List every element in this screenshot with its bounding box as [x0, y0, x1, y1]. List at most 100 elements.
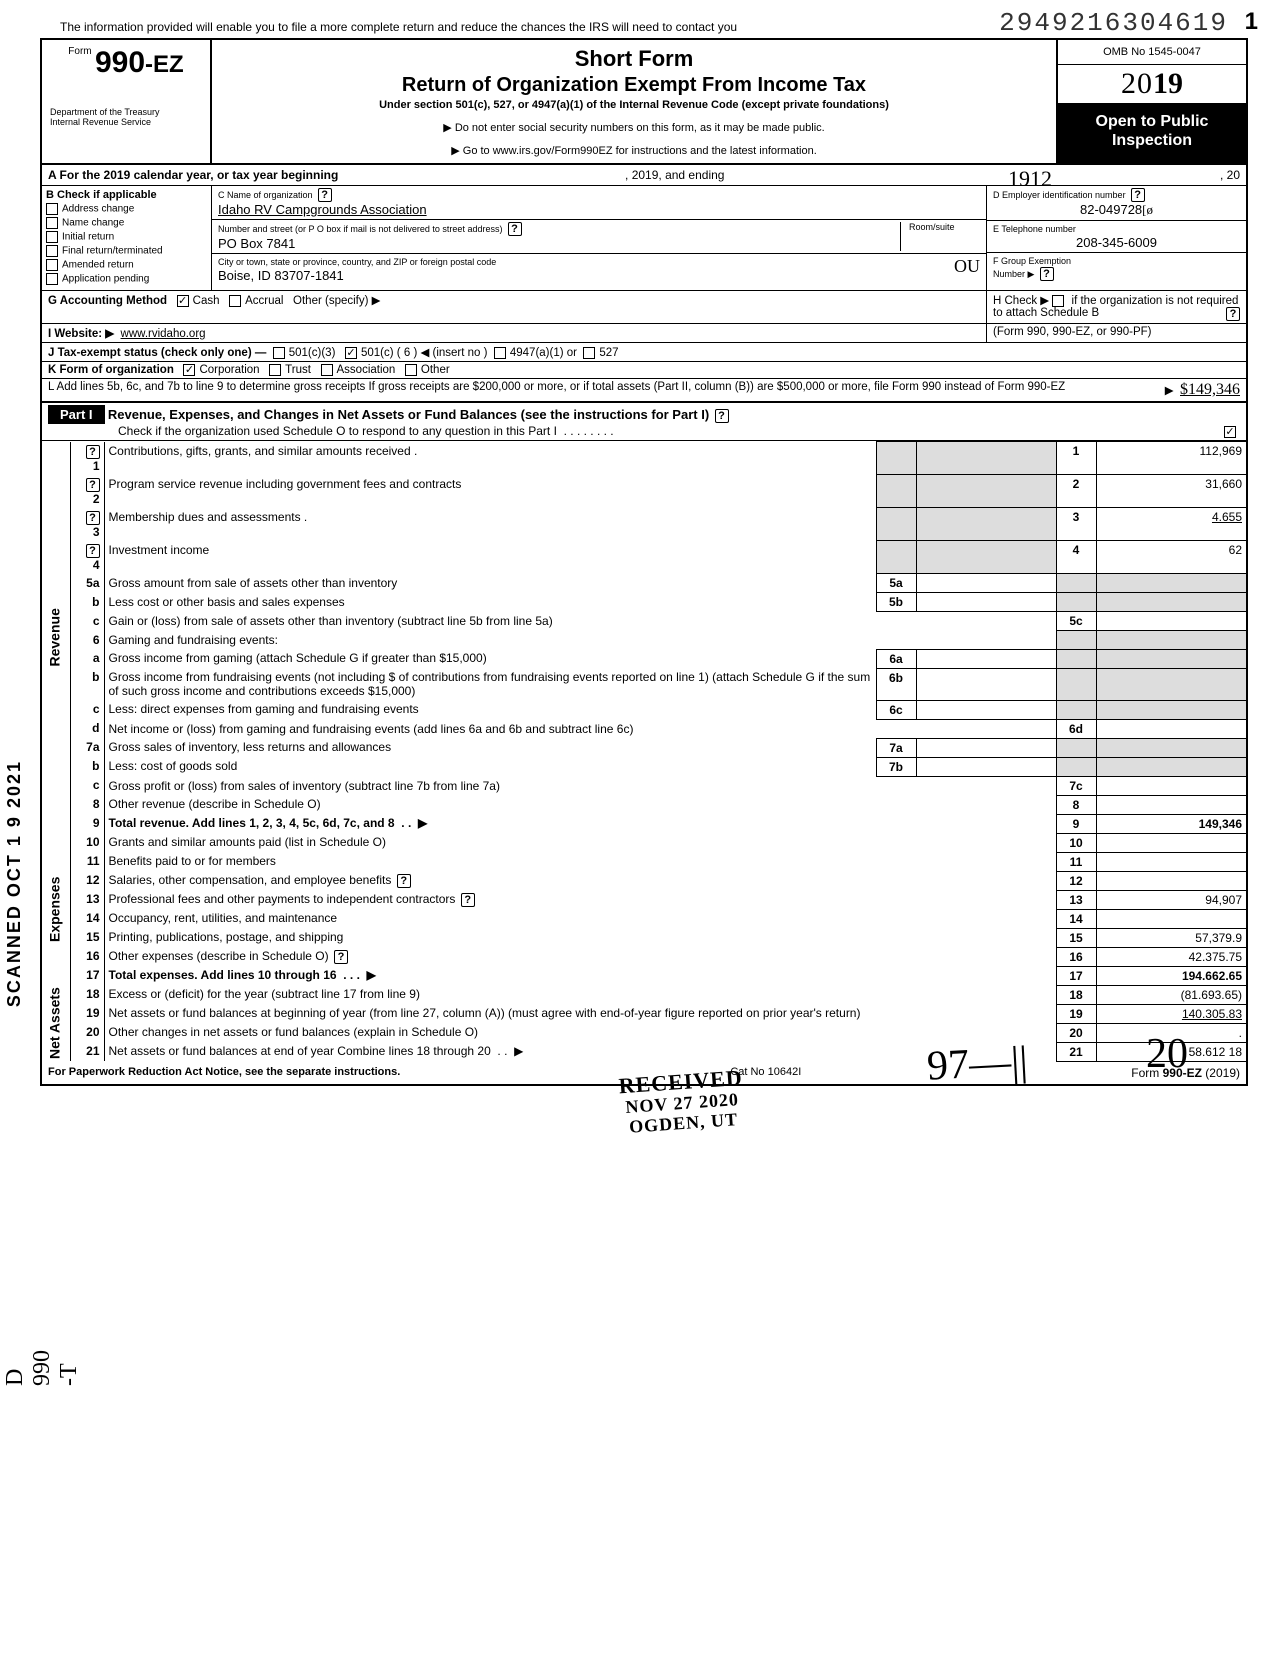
scanned-stamp: SCANNED OCT 1 9 2021 [4, 760, 25, 1007]
f-number-label: Number ▶ [993, 269, 1034, 279]
line-17-val: 194.662.65 [1096, 966, 1246, 985]
cat-no: Cat No 10642I [730, 1066, 801, 1080]
signature-scrawl-1: 97—|| [926, 1037, 1029, 1090]
tax-year: 2019 [1058, 65, 1246, 104]
h-line3: (Form 990, 990-EZ, or 990-PF) [986, 324, 1246, 342]
form-header: Form 990-EZ Department of the Treasury I… [42, 40, 1246, 165]
net-assets-side-label: Net Assets [42, 985, 70, 1061]
chk-trust[interactable] [269, 364, 281, 376]
form-word: Form [68, 46, 91, 57]
line-15-val: 57,379.9 [1096, 928, 1246, 947]
chk-schedule-o-part-i[interactable] [1224, 426, 1236, 438]
chk-initial-return[interactable] [46, 231, 58, 243]
instructions-url: ▶ Go to www.irs.gov/Form990EZ for instru… [224, 144, 1044, 157]
line-6b-val [916, 668, 1056, 700]
chk-address-change[interactable] [46, 203, 58, 215]
line-5c-val [1096, 612, 1246, 631]
line-8-val [1096, 795, 1246, 814]
row-i-website: I Website: ▶ www.rvidaho.org (Form 990, … [42, 324, 1246, 343]
line-10-desc: Grants and similar amounts paid (list in… [104, 833, 1056, 852]
ssn-warning: ▶ Do not enter social security numbers o… [224, 121, 1044, 134]
line-14-val [1096, 909, 1246, 928]
b-header: B Check if applicable [46, 189, 207, 201]
chk-app-pending[interactable] [46, 273, 58, 285]
chk-final-return[interactable] [46, 245, 58, 257]
chk-501c3[interactable] [273, 347, 285, 359]
line-19-val: 140.305.83 [1096, 1004, 1246, 1023]
chk-other-org[interactable] [405, 364, 417, 376]
part-i-header: Part I Revenue, Expenses, and Changes in… [42, 403, 1246, 441]
f-group-exemption-label: F Group Exemption [993, 256, 1071, 266]
chk-527[interactable] [583, 347, 595, 359]
chk-schedule-b-not-required[interactable] [1052, 295, 1064, 307]
line-12-val [1096, 871, 1246, 890]
section-d-e-f: D Employer identification number ? 82-04… [986, 186, 1246, 290]
form-ez: -EZ [145, 51, 184, 78]
section-b-through-f: B Check if applicable Address change Nam… [42, 186, 1246, 291]
line-21-desc: Net assets or fund balances at end of ye… [104, 1042, 1056, 1061]
help-icon: ? [508, 222, 522, 236]
chk-cash[interactable] [177, 295, 189, 307]
signature-scrawl-2: 20 [1146, 1030, 1188, 1078]
line-3-desc: Membership dues and assessments . [104, 508, 876, 541]
part-i-table: Revenue ? 1 Contributions, gifts, grants… [42, 441, 1246, 1062]
line-6a-desc: Gross income from gaming (attach Schedul… [104, 649, 876, 668]
line-6b-desc: Gross income from fundraising events (no… [104, 668, 876, 700]
chk-501c[interactable] [345, 347, 357, 359]
line-6-desc: Gaming and fundraising events: [104, 631, 1056, 650]
line-6a-val [916, 649, 1056, 668]
insert-no: 6 [404, 347, 410, 359]
chk-association[interactable] [321, 364, 333, 376]
e-phone-label: E Telephone number [993, 224, 1076, 234]
help-icon: ? [318, 188, 332, 202]
line-7b-desc: Less: cost of goods sold [104, 757, 876, 776]
line-1-desc: Contributions, gifts, grants, and simila… [104, 442, 876, 475]
website-value: www.rvidaho.org [121, 328, 206, 340]
ein-value: 82-049728[ø [993, 202, 1240, 218]
help-icon: ? [1226, 307, 1240, 321]
line-1-val: 112,969 [1096, 442, 1246, 475]
city-label: City or town, state or province, country… [218, 257, 496, 267]
line-8-desc: Other revenue (describe in Schedule O) [104, 795, 1056, 814]
form-990ez: Form 990-EZ Department of the Treasury I… [40, 38, 1248, 1086]
dept-irs: Internal Revenue Service [50, 118, 202, 128]
street-value: PO Box 7841 [218, 236, 295, 251]
paperwork-notice: For Paperwork Reduction Act Notice, see … [48, 1066, 400, 1080]
chk-corporation[interactable] [183, 364, 195, 376]
part-i-title: Revenue, Expenses, and Changes in Net As… [108, 407, 709, 422]
line-4-desc: Investment income [104, 541, 876, 574]
line-13-desc: Professional fees and other payments to … [104, 890, 1056, 909]
open-public-inspection: Open to Public Inspection [1058, 104, 1246, 163]
line-9-desc: Total revenue. Add lines 1, 2, 3, 4, 5c,… [104, 814, 1056, 833]
form-title: Return of Organization Exempt From Incom… [224, 74, 1044, 97]
line-5b-desc: Less cost or other basis and sales expen… [104, 593, 876, 612]
line-15-desc: Printing, publications, postage, and shi… [104, 928, 1056, 947]
form-title-block: Short Form Return of Organization Exempt… [212, 40, 1056, 163]
room-suite-label: Room/suite [900, 222, 980, 251]
form-id-block: Form 990-EZ Department of the Treasury I… [42, 40, 212, 163]
line-5c-desc: Gain or (loss) from sale of assets other… [104, 612, 1056, 631]
org-name: Idaho RV Campgrounds Association [218, 202, 427, 217]
expenses-side-label: Expenses [42, 833, 70, 985]
h-label: H Check ▶ [993, 295, 1049, 307]
chk-accrual[interactable] [229, 295, 241, 307]
chk-name-change[interactable] [46, 217, 58, 229]
line-18-desc: Excess or (deficit) for the year (subtra… [104, 985, 1056, 1004]
line-12-desc: Salaries, other compensation, and employ… [104, 871, 1056, 890]
line-10-val [1096, 833, 1246, 852]
line-7c-val [1096, 776, 1246, 795]
line-2-val: 31,660 [1096, 475, 1246, 508]
row-j-tax-exempt: J Tax-exempt status (check only one) — 5… [42, 343, 1246, 362]
dln-stamp: 2949216304619 [999, 8, 1228, 38]
g-label: G Accounting Method [48, 295, 167, 307]
chk-amended[interactable] [46, 259, 58, 271]
page-number: 1 [1245, 8, 1258, 36]
chk-4947a1[interactable] [494, 347, 506, 359]
line-2-desc: Program service revenue including govern… [104, 475, 876, 508]
handwritten-d990t: D 990 -T [2, 1350, 83, 1386]
form-subtitle: Under section 501(c), 527, or 4947(a)(1)… [224, 99, 1044, 111]
row-g-h: G Accounting Method Cash Accrual Other (… [42, 291, 1246, 324]
section-b: B Check if applicable Address change Nam… [42, 186, 212, 290]
line-4-val: 62 [1096, 541, 1246, 574]
line-7c-desc: Gross profit or (loss) from sales of inv… [104, 776, 1056, 795]
